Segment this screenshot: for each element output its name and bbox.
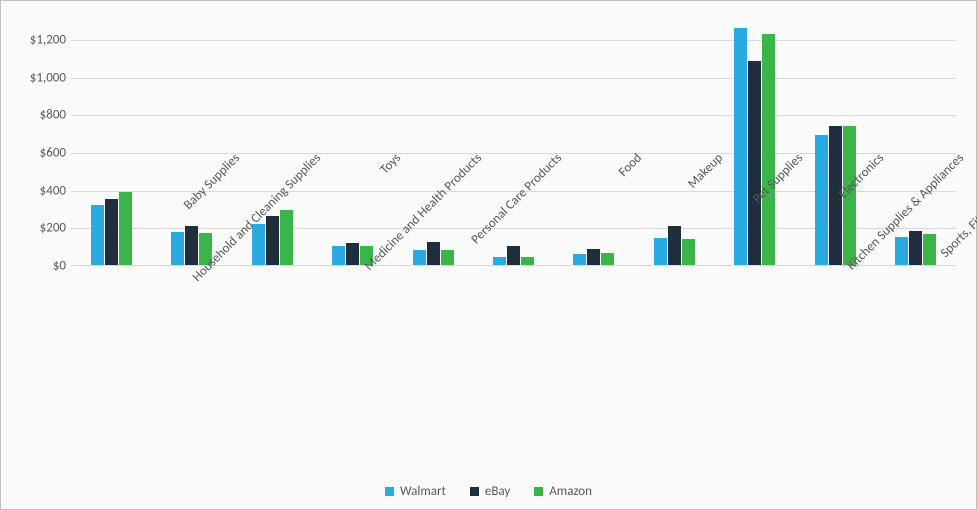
bar bbox=[105, 199, 118, 265]
legend-item: Walmart bbox=[385, 484, 446, 499]
x-tick-label: Medicine and Health Products bbox=[312, 276, 392, 456]
x-axis-labels: Baby SuppliesHousehold and Cleaning Supp… bbox=[71, 276, 956, 456]
x-tick-label: Household and Cleaning Supplies bbox=[151, 276, 231, 456]
x-tick-label: Pet Supplies bbox=[634, 276, 714, 456]
bar bbox=[654, 238, 667, 265]
bar bbox=[573, 254, 586, 265]
chart-legend: Walmart eBay Amazon bbox=[1, 484, 976, 499]
bar bbox=[493, 257, 506, 265]
bar bbox=[413, 250, 426, 265]
y-tick-label: $1,200 bbox=[11, 32, 66, 47]
bar bbox=[346, 243, 359, 265]
y-tick-label: $200 bbox=[11, 221, 66, 236]
legend-label: Walmart bbox=[400, 484, 446, 499]
legend-swatch bbox=[534, 487, 543, 496]
bar bbox=[185, 226, 198, 265]
chart-container: $0 $200 $400 $600 $800 $1,000 $1,200 Baby Supp… bbox=[0, 0, 977, 510]
bar bbox=[427, 242, 440, 265]
x-tick-label: Kitchen Supplies & Appliances bbox=[795, 276, 875, 456]
x-tick-label: Toys bbox=[232, 276, 312, 456]
bar bbox=[91, 205, 104, 265]
bars-layer bbox=[71, 21, 956, 265]
bar bbox=[171, 232, 184, 265]
bar bbox=[507, 246, 520, 265]
bar bbox=[895, 237, 908, 265]
legend-item: Amazon bbox=[534, 484, 592, 499]
x-tick-label: Baby Supplies bbox=[71, 276, 151, 456]
x-tick-label: Sports, Fitness & Outdoors bbox=[876, 276, 956, 456]
legend-swatch bbox=[385, 487, 394, 496]
y-tick-label: $0 bbox=[11, 259, 66, 274]
legend-swatch bbox=[470, 487, 479, 496]
x-tick-label: Makeup bbox=[554, 276, 634, 456]
legend-label: eBay bbox=[485, 484, 510, 499]
x-tick-label: Electronics bbox=[715, 276, 795, 456]
x-tick-label: Food bbox=[473, 276, 553, 456]
plot-area bbox=[71, 21, 956, 266]
x-tick-label: Personal Care Products bbox=[393, 276, 473, 456]
category-group bbox=[71, 21, 151, 265]
bar bbox=[668, 226, 681, 265]
bar bbox=[332, 246, 345, 265]
y-tick-label: $1,000 bbox=[11, 70, 66, 85]
bar bbox=[587, 249, 600, 265]
legend-item: eBay bbox=[470, 484, 510, 499]
bar bbox=[266, 216, 279, 265]
legend-label: Amazon bbox=[549, 484, 592, 499]
bar bbox=[762, 34, 775, 265]
y-tick-label: $800 bbox=[11, 108, 66, 123]
y-tick-label: $600 bbox=[11, 145, 66, 160]
bar bbox=[748, 61, 761, 265]
y-tick-label: $400 bbox=[11, 183, 66, 198]
bar bbox=[909, 231, 922, 265]
